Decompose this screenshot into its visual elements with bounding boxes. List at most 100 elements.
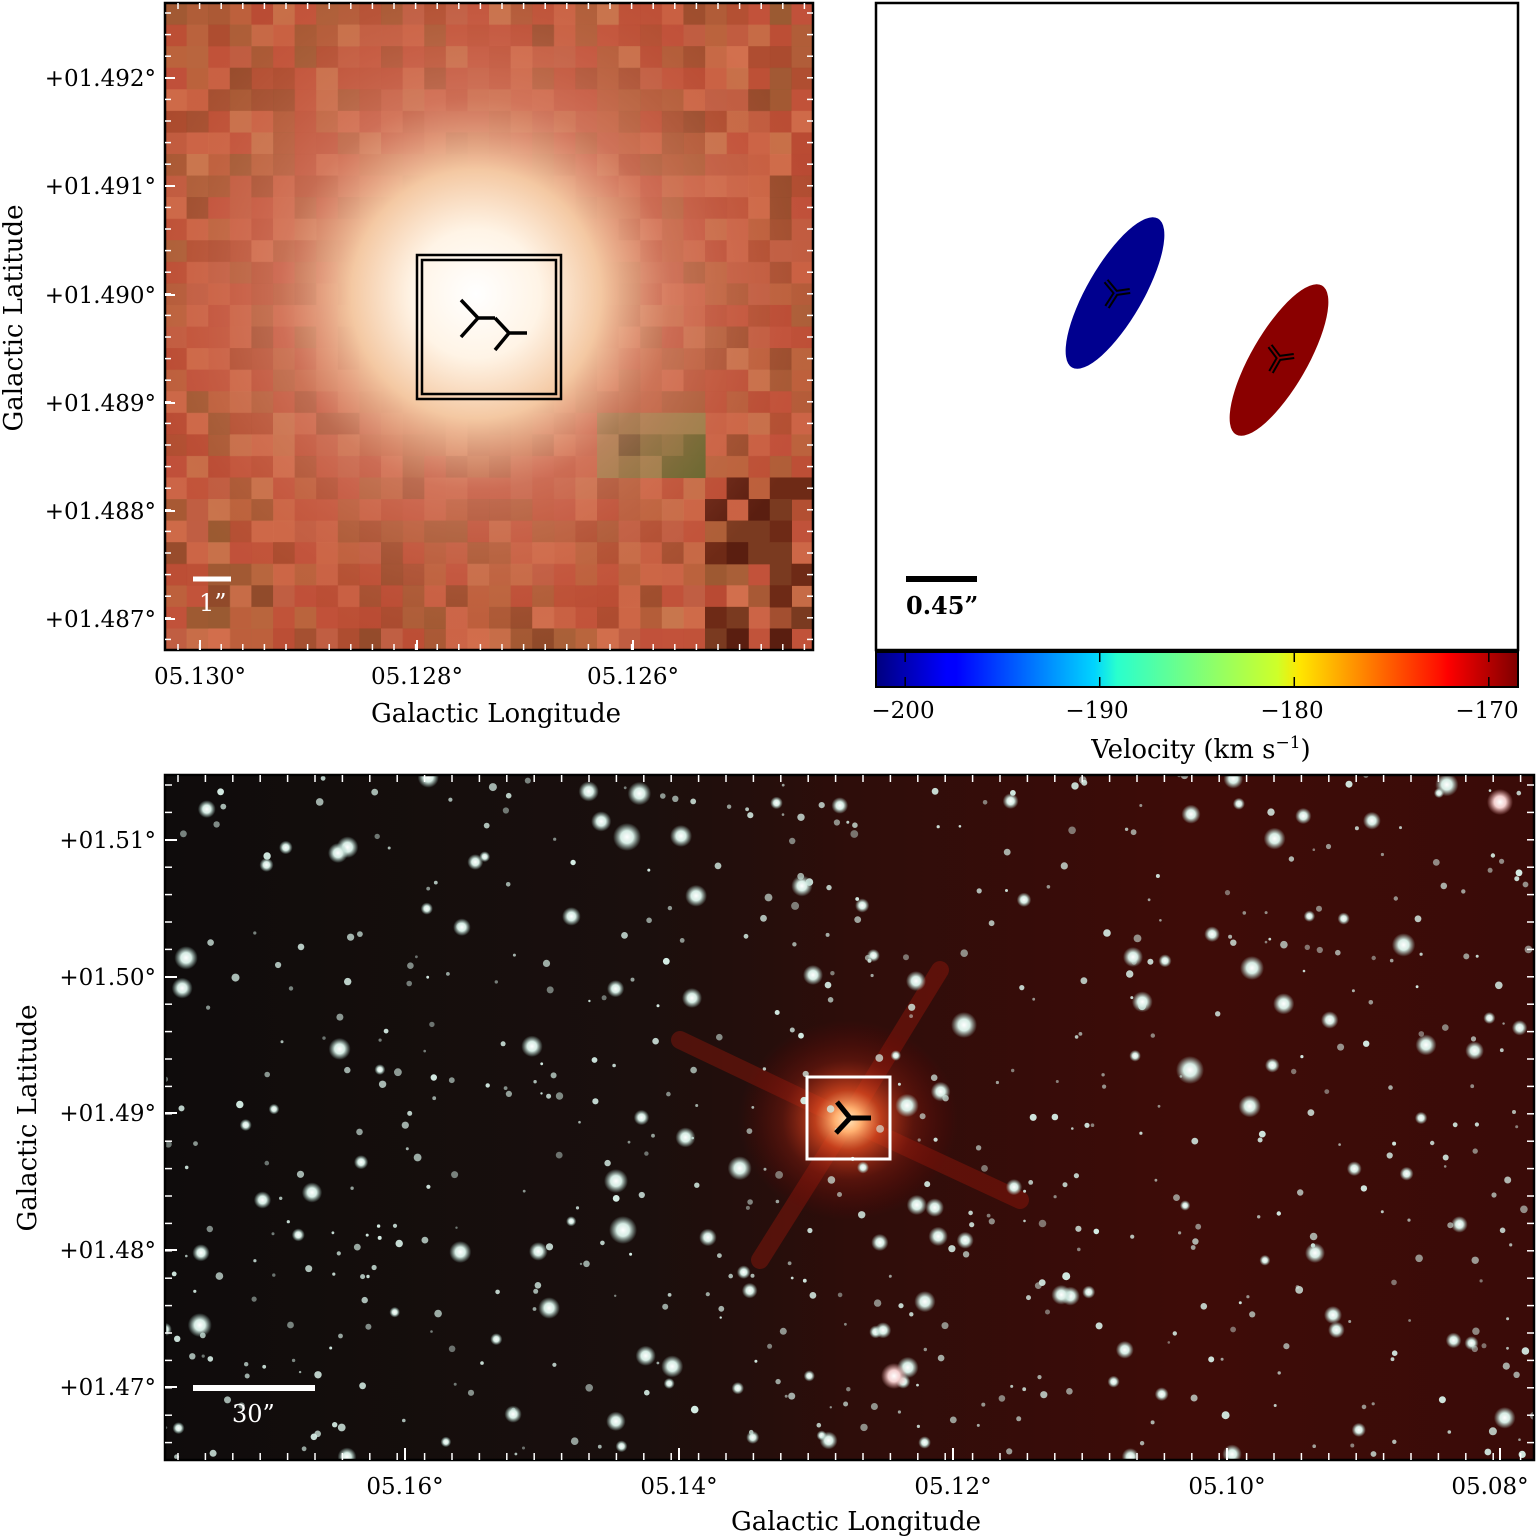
star: [1023, 1219, 1026, 1223]
star: [217, 788, 225, 796]
star: [819, 1431, 838, 1450]
star: [1133, 934, 1142, 943]
star: [480, 1361, 484, 1365]
bright-star: [1176, 1056, 1204, 1084]
star: [1038, 1219, 1047, 1228]
star: [1280, 940, 1288, 949]
bright-star: [670, 825, 692, 847]
star: [1415, 985, 1419, 989]
star: [1484, 1448, 1492, 1456]
star: [592, 1098, 599, 1105]
star: [505, 882, 511, 887]
star: [976, 1423, 980, 1427]
star: [286, 1220, 290, 1224]
star: [415, 955, 418, 959]
star: [1360, 1185, 1368, 1192]
star: [209, 1449, 217, 1457]
star: [1488, 789, 1492, 792]
star: [1190, 1245, 1196, 1250]
star: [387, 846, 391, 850]
axes-frame: [163, 1, 815, 652]
star: [550, 1072, 557, 1079]
star: [960, 949, 968, 957]
star: [591, 1057, 598, 1063]
star: [336, 1251, 341, 1256]
star: [446, 972, 450, 976]
star: [918, 1436, 931, 1449]
star: [850, 830, 859, 838]
star: [754, 1359, 758, 1363]
star: [916, 1424, 921, 1428]
star: [301, 1182, 323, 1203]
panel-top-right: 0.45” −200 −190 −180 −170 Velocity (km s…: [860, 0, 1536, 770]
star: [524, 777, 531, 784]
star: [467, 1389, 475, 1396]
star: [332, 1272, 336, 1276]
star: [843, 1401, 849, 1407]
star: [1512, 1110, 1516, 1114]
axes-frame: [163, 773, 1536, 1462]
star: [546, 1093, 552, 1099]
star: [826, 1105, 835, 1113]
star: [371, 788, 379, 796]
colorbar-ticks: [904, 652, 1490, 687]
star: [1264, 940, 1268, 944]
star: [1440, 882, 1448, 890]
star: [448, 1345, 456, 1353]
star: [1309, 1232, 1318, 1241]
star: [612, 1063, 616, 1068]
star: [1006, 1448, 1013, 1455]
star: [374, 1064, 386, 1075]
star: [1172, 1331, 1178, 1336]
star: [844, 1322, 847, 1326]
wide-field-image-panel: 30” +01.51° +01.50° +01.49° +01.48° +01.…: [13, 773, 1536, 1537]
star: [453, 1382, 457, 1386]
star: [662, 1303, 669, 1310]
colorbar-tick-label: −180: [1260, 698, 1323, 724]
y-tick-label: +01.487°: [45, 607, 156, 633]
star: [206, 1225, 213, 1233]
star: [1303, 910, 1316, 922]
star: [588, 999, 591, 1003]
star: [1037, 1375, 1042, 1380]
star: [1028, 1180, 1034, 1185]
star: [718, 1305, 725, 1312]
star: [1415, 1034, 1437, 1056]
star: [361, 1296, 368, 1304]
star: [540, 1092, 543, 1095]
star: [533, 1288, 539, 1294]
star: [1016, 892, 1032, 907]
star: [1084, 1122, 1090, 1128]
star: [1075, 1225, 1082, 1232]
star: [426, 886, 431, 891]
star: [827, 1176, 836, 1184]
star: [1513, 1371, 1520, 1378]
star: [630, 977, 635, 982]
star: [193, 1141, 198, 1146]
star: [545, 1243, 554, 1251]
star: [534, 1282, 542, 1289]
star: [969, 1222, 975, 1228]
star: [570, 1437, 579, 1445]
star: [1242, 911, 1247, 915]
star: [760, 914, 767, 922]
colorbar-title-end: ): [1301, 735, 1311, 765]
star: [871, 1233, 889, 1252]
star: [172, 1422, 185, 1435]
star: [392, 1223, 398, 1228]
star: [337, 1447, 357, 1460]
star: [259, 857, 274, 872]
star: [433, 880, 438, 885]
star: [667, 905, 673, 911]
star: [562, 907, 581, 926]
star: [1361, 1404, 1367, 1410]
star: [359, 1382, 366, 1390]
star: [976, 888, 982, 894]
star: [377, 1235, 382, 1240]
star: [873, 1299, 882, 1307]
star: [1026, 1295, 1031, 1301]
star: [1150, 1033, 1156, 1038]
star: [1257, 1137, 1263, 1143]
star: [180, 830, 187, 838]
star: [662, 957, 670, 965]
